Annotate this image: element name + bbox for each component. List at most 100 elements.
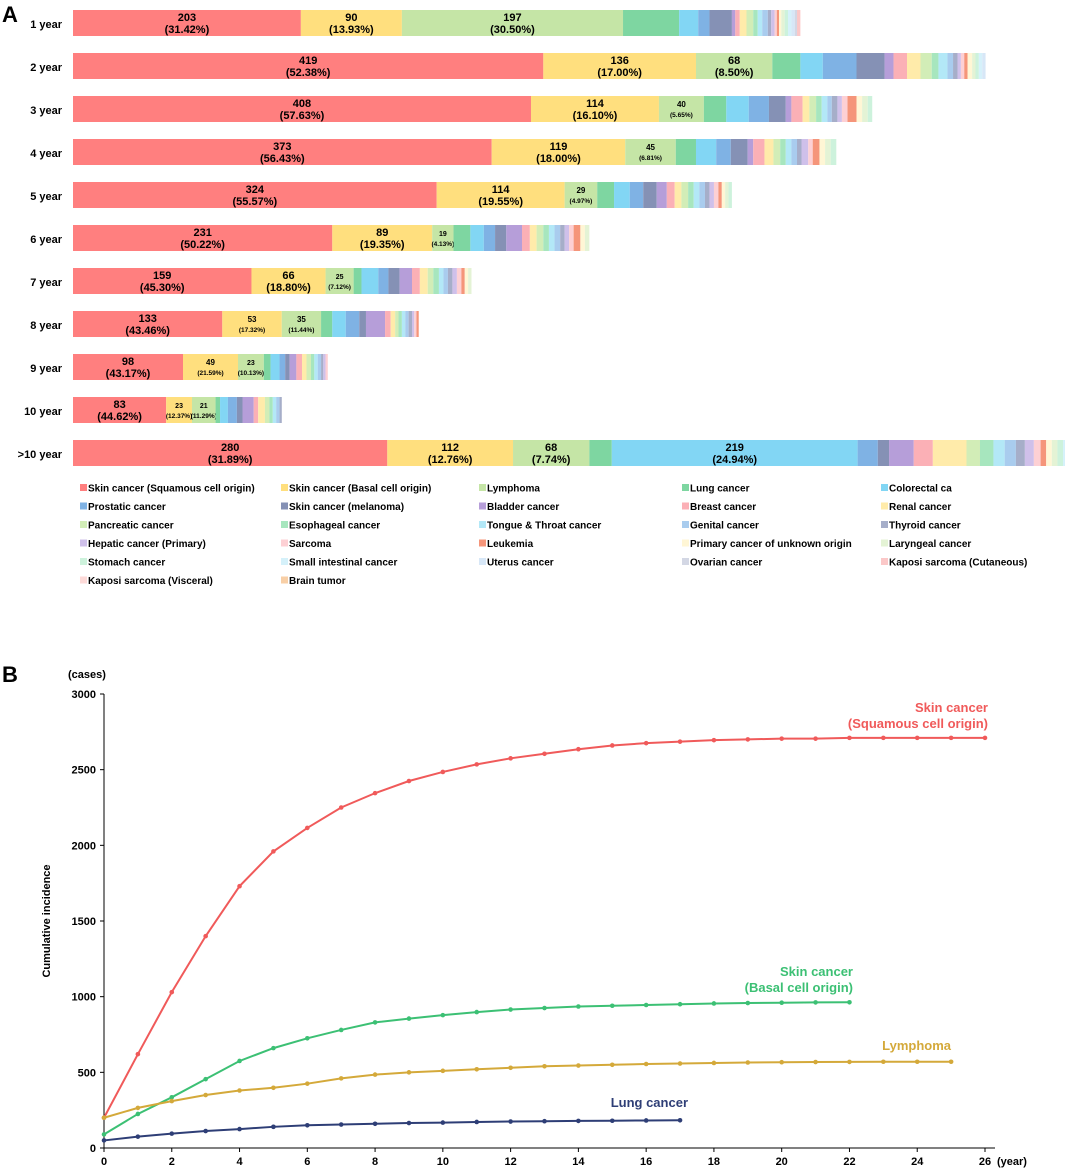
bar-segment-scc — [73, 96, 531, 122]
legend-label: Kaposi sarcoma (Cutaneous) — [889, 558, 1027, 569]
data-label-percent: (12.37%) — [166, 413, 192, 420]
bar-segment-lymphoma — [281, 311, 322, 337]
series-point — [101, 1138, 107, 1143]
bar-segment-thyroid — [447, 268, 453, 294]
bar-segment-bcc — [332, 225, 433, 251]
legend-swatch-leukemia — [479, 539, 486, 547]
bar-segment-breast — [791, 96, 803, 122]
row-label: 1 year — [30, 19, 63, 31]
data-label-percent: (56.43%) — [260, 153, 305, 165]
bar-segment-laryngeal — [725, 182, 729, 208]
bar-segment-leukemia — [416, 311, 419, 337]
bar-segment-genital — [443, 268, 448, 294]
bar-segment-renal — [419, 268, 428, 294]
series-point — [474, 1119, 480, 1125]
series-label-line2: (Squamous cell origin) — [848, 716, 988, 731]
legend-label: Genital cancer — [690, 521, 759, 532]
bar-segment-unknown — [721, 182, 726, 208]
series-point — [779, 1059, 784, 1065]
y-tick-label: 1000 — [72, 992, 96, 1004]
series-point — [643, 1118, 649, 1123]
data-label-value: 49 — [206, 358, 215, 367]
bar-segment-hepatic — [771, 10, 775, 36]
bar-segment-prostatic — [345, 311, 360, 337]
series-point — [948, 1059, 954, 1065]
bar-segment-esophageal — [753, 10, 758, 36]
bar-segment-stomach — [784, 10, 789, 36]
series-point — [338, 1027, 344, 1033]
series-point — [508, 1007, 513, 1012]
bar-segment-unknown — [779, 10, 782, 36]
bar-segment-bcc — [183, 354, 239, 380]
series-point — [169, 1131, 175, 1136]
bar-segment-unknown — [1046, 440, 1052, 466]
bar-segment-colorectal — [614, 182, 630, 208]
row-label: 2 year — [30, 62, 63, 74]
data-label-percent: (55.57%) — [233, 196, 278, 208]
series-point — [237, 883, 242, 889]
bar-segment-pancreatic — [427, 268, 434, 294]
bar-segment-lymphoma — [325, 268, 354, 294]
bar-segment-prostatic — [629, 182, 644, 208]
bar-segment-leukemia — [847, 96, 857, 122]
data-label-percent: (44.62%) — [97, 411, 142, 423]
legend-label: Esophageal cancer — [289, 521, 380, 532]
bar-segment-esophageal — [688, 182, 694, 208]
y-axis-label: Cumulative incidence — [41, 864, 53, 977]
row-label: 5 year — [30, 191, 63, 203]
bar-segment-genital — [1004, 440, 1016, 466]
bar-segment-tongue — [821, 96, 828, 122]
bar-segment-melanoma — [877, 440, 890, 466]
bar-segment-lung — [597, 182, 615, 208]
bar-segment-laryngeal — [1051, 440, 1058, 466]
legend-label: Skin cancer (Basal cell origin) — [289, 484, 431, 495]
data-label-percent: (31.89%) — [208, 454, 253, 466]
bar-segment-laryngeal — [972, 53, 976, 79]
bar-segment-prostatic — [822, 53, 857, 79]
bar-segment-renal — [529, 225, 537, 251]
data-label-percent: (10.13%) — [238, 370, 264, 377]
series-point — [677, 739, 683, 744]
legend-label: Pancreatic cancer — [88, 521, 174, 532]
data-label-percent: (4.13%) — [431, 241, 454, 248]
data-label-value: 66 — [282, 270, 294, 282]
bar-segment-scc — [73, 53, 544, 79]
data-label-percent: (6.81%) — [639, 155, 662, 162]
legend-swatch-ovarian — [682, 558, 689, 565]
bar-segment-hepatic — [323, 354, 326, 380]
series-point — [745, 737, 751, 742]
data-label-value: 45 — [646, 143, 655, 152]
series-point — [406, 778, 412, 784]
series-point — [542, 1118, 547, 1124]
bar-segment-tongue — [401, 311, 406, 337]
bar-segment-leukemia — [964, 53, 968, 79]
bar-segment-prostatic — [279, 354, 286, 380]
bar-segment-sarcoma — [960, 53, 965, 79]
bar-segment-pancreatic — [920, 53, 932, 79]
bar-segment-renal — [932, 440, 967, 466]
data-label-percent: (16.10%) — [573, 110, 618, 122]
series-point — [745, 1060, 751, 1065]
bar-segment-leukemia — [1040, 440, 1047, 466]
data-label-value: 23 — [175, 403, 183, 410]
bar-segment-renal — [258, 397, 265, 423]
data-label-value: 280 — [221, 442, 239, 454]
bar-segment-bcc — [166, 397, 192, 423]
bar-segment-bladder — [747, 139, 754, 165]
series-point — [338, 805, 344, 810]
bar-segment-thyroid — [408, 311, 412, 337]
legend-swatch-lung — [682, 484, 689, 491]
bar-segment-unknown — [580, 225, 585, 251]
bar-segment-unknown — [856, 96, 863, 122]
bar-segment-lung — [453, 225, 471, 251]
bar-segment-pancreatic — [746, 10, 754, 36]
data-label-percent: (57.63%) — [280, 110, 325, 122]
bar-segment-laryngeal — [862, 96, 868, 122]
legend-swatch-thyroid — [881, 521, 888, 528]
series-point — [813, 1000, 818, 1005]
bar-segment-bcc — [251, 268, 326, 294]
y-tick-label: 0 — [90, 1143, 96, 1155]
bar-segment-melanoma — [856, 53, 885, 79]
data-label-percent: (17.00%) — [597, 67, 642, 79]
bar-segment-prostatic — [378, 268, 389, 294]
